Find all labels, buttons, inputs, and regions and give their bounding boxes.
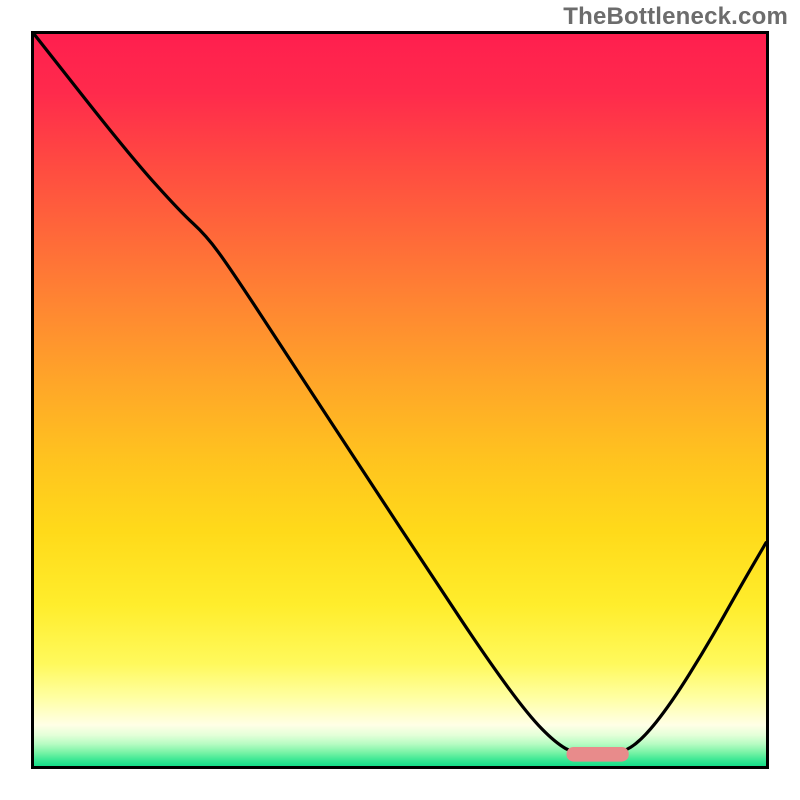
chart-svg: [31, 31, 769, 769]
min-marker: [567, 747, 629, 762]
watermark-text: TheBottleneck.com: [563, 3, 788, 31]
chart-background: [34, 34, 766, 766]
chart-container: TheBottleneck.com: [0, 0, 800, 800]
plot-area: [31, 31, 769, 769]
